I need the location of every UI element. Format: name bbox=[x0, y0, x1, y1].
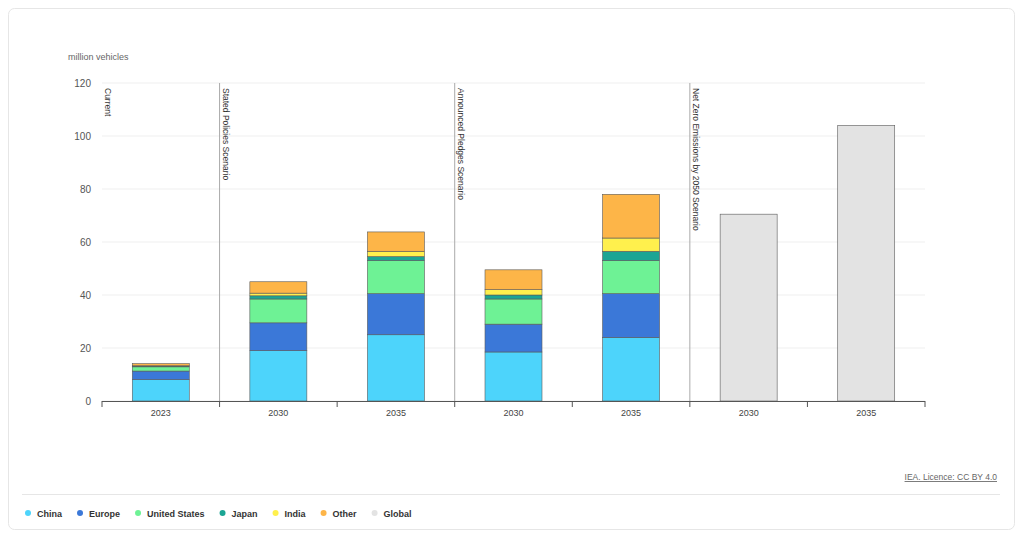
bar-segment bbox=[838, 125, 895, 401]
legend-swatch bbox=[372, 510, 378, 516]
y-tick-label: 120 bbox=[74, 78, 91, 89]
legend-label: Japan bbox=[232, 509, 258, 519]
group-separator bbox=[689, 83, 690, 401]
legend-swatch bbox=[220, 510, 226, 516]
x-tick bbox=[337, 401, 338, 407]
y-tick-label: 0 bbox=[85, 396, 91, 407]
bars bbox=[132, 125, 894, 401]
x-tick bbox=[689, 401, 690, 407]
legend-divider bbox=[22, 494, 1000, 495]
bar-segment bbox=[250, 351, 307, 401]
bar-segment bbox=[250, 282, 307, 293]
y-tick-label: 40 bbox=[80, 290, 92, 301]
bar-segment bbox=[250, 296, 307, 299]
y-tick-label: 60 bbox=[80, 237, 92, 248]
bar-segment bbox=[603, 251, 660, 260]
bar-segment bbox=[367, 294, 424, 335]
bar-segment bbox=[367, 257, 424, 261]
bar-segment bbox=[485, 270, 542, 290]
bar-segment bbox=[250, 293, 307, 296]
group-label: Stated Policies Scenario bbox=[221, 88, 231, 180]
bar-segment bbox=[132, 367, 189, 371]
x-tick bbox=[454, 401, 455, 407]
group-label: Announced Pledges Scenario bbox=[456, 88, 466, 200]
bar-segment bbox=[603, 294, 660, 338]
chart: 0 20 40 60 80 100 120 million vehicles 2023 2030 2… bbox=[0, 0, 1024, 533]
source: IEA. Licence: CC BY 4.0 bbox=[905, 472, 998, 482]
bar-segment bbox=[367, 232, 424, 251]
x-tick-label: 2035 bbox=[386, 408, 406, 418]
legend-swatch bbox=[77, 510, 83, 516]
grid-line bbox=[102, 83, 925, 84]
bar-segment bbox=[485, 324, 542, 352]
y-tick-label: 80 bbox=[80, 184, 92, 195]
x-tick bbox=[925, 401, 926, 407]
x-axis-line bbox=[102, 401, 925, 402]
grid-line bbox=[102, 189, 925, 190]
frame bbox=[9, 9, 1015, 530]
bar-segment bbox=[603, 261, 660, 294]
bar-segment bbox=[485, 295, 542, 299]
bar-segment bbox=[720, 214, 777, 401]
bar-segment bbox=[485, 290, 542, 295]
bar-segment bbox=[132, 364, 189, 366]
bar-segment bbox=[603, 337, 660, 401]
bar-segment bbox=[132, 371, 189, 379]
x-tick bbox=[807, 401, 808, 407]
legend-label: Europe bbox=[89, 509, 120, 519]
y-axis-label: million vehicles bbox=[68, 52, 129, 62]
bar-segment bbox=[250, 299, 307, 323]
legend-label: Global bbox=[384, 509, 412, 519]
bar-segment bbox=[603, 238, 660, 251]
legend-swatch bbox=[135, 510, 141, 516]
grid-line bbox=[102, 242, 925, 243]
legend-label: China bbox=[37, 509, 63, 519]
legend-label: Other bbox=[333, 509, 358, 519]
bar-segment bbox=[250, 323, 307, 351]
legend-label: United States bbox=[147, 509, 205, 519]
group-separator bbox=[219, 83, 220, 401]
group-label: Current bbox=[103, 88, 113, 117]
group-label: Net Zero Emissions by 2050 Scenario bbox=[691, 88, 701, 231]
bar-segment bbox=[603, 194, 660, 238]
x-tick-label: 2030 bbox=[503, 408, 523, 418]
legend-swatch bbox=[273, 510, 279, 516]
bar-segment bbox=[132, 380, 189, 401]
x-tick-label: 2035 bbox=[621, 408, 641, 418]
legend-swatch bbox=[25, 510, 31, 516]
x-tick bbox=[219, 401, 220, 407]
legend-label: India bbox=[285, 509, 307, 519]
x-tick-label: 2030 bbox=[268, 408, 288, 418]
bar-segment bbox=[367, 335, 424, 401]
bar-segment bbox=[485, 352, 542, 401]
x-tick bbox=[102, 401, 103, 407]
x-tick bbox=[572, 401, 573, 407]
legend-swatch bbox=[321, 510, 327, 516]
x-tick-label: 2030 bbox=[739, 408, 759, 418]
y-tick-label: 20 bbox=[80, 343, 92, 354]
bar-segment bbox=[485, 299, 542, 324]
x-tick-label: 2035 bbox=[856, 408, 876, 418]
bar-segment bbox=[367, 251, 424, 256]
bar-segment bbox=[367, 261, 424, 294]
x-tick-label: 2023 bbox=[151, 408, 171, 418]
group-separator bbox=[454, 83, 455, 401]
y-tick-label: 100 bbox=[74, 131, 91, 142]
